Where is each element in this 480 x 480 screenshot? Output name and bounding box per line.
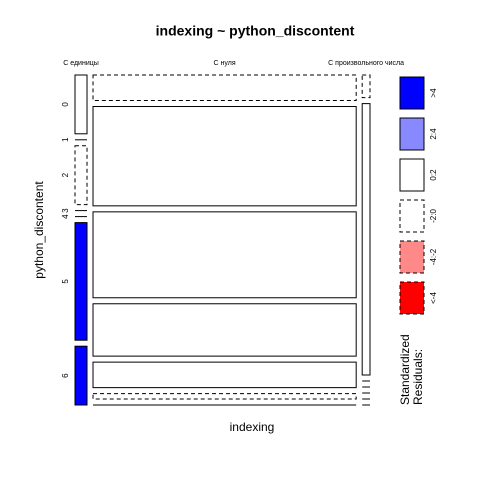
x-axis-label: indexing — [230, 420, 275, 434]
mosaic-cell — [92, 393, 357, 400]
x-category-label: С нуля — [214, 60, 236, 67]
mosaic-cell — [92, 74, 357, 102]
chart-title: indexing ~ python_discontent — [156, 23, 355, 39]
x-category-label: С единицы — [63, 60, 99, 67]
legend-label: 0:2 — [429, 169, 438, 181]
mosaic-cell — [74, 345, 88, 406]
mosaic-cell — [74, 145, 88, 206]
mosaic-cell — [92, 303, 357, 357]
legend-swatch — [399, 199, 425, 233]
legend-label: <-4 — [429, 292, 438, 304]
legend-label: >4 — [429, 88, 438, 98]
mosaic-cell — [92, 361, 357, 389]
legend-swatch — [399, 76, 425, 110]
legend-title: Residuals: — [411, 349, 425, 405]
mosaic-cell — [92, 211, 357, 299]
mosaic-cell — [74, 222, 88, 341]
y-category-label: 0 — [61, 102, 70, 107]
mosaic-cell — [92, 106, 357, 207]
y-category-label: 3 — [61, 208, 70, 213]
y-category-label: 4 — [61, 214, 70, 219]
y-category-label: 2 — [61, 172, 70, 177]
y-category-label: 5 — [61, 279, 70, 284]
mosaic-cell — [74, 74, 88, 135]
legend-title: Standardized — [398, 334, 412, 405]
mosaic-cell — [361, 74, 371, 99]
legend-swatch — [399, 281, 425, 315]
legend-swatch — [399, 240, 425, 274]
legend-label: 2:4 — [429, 128, 438, 140]
y-category-label: 6 — [61, 373, 70, 378]
legend-label: -2:0 — [429, 209, 438, 223]
legend-swatch — [399, 158, 425, 192]
y-category-label: 1 — [61, 137, 70, 142]
legend-swatch — [399, 117, 425, 151]
legend-label: -4:-2 — [429, 248, 438, 265]
x-category-label: С произвольного числа — [328, 60, 404, 67]
mosaic-cell — [361, 103, 371, 376]
y-axis-label: python_discontent — [32, 181, 46, 279]
